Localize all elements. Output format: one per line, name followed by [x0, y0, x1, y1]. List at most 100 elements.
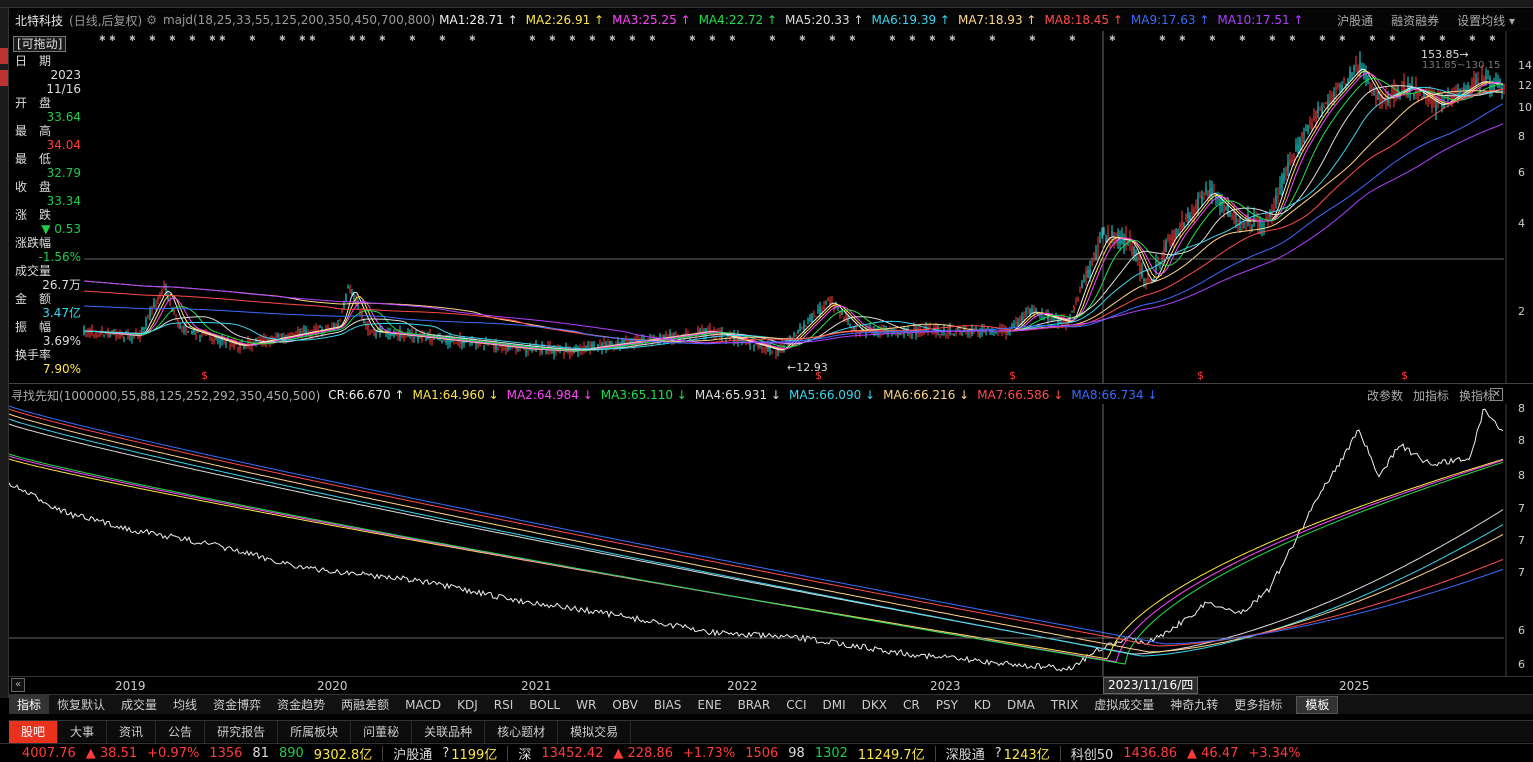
close-label: 收 盘 [15, 180, 52, 194]
volume-label: 成交量 [15, 264, 52, 278]
pane-divider[interactable] [9, 383, 1533, 384]
indicator-tab-1[interactable]: 指标 [9, 695, 50, 714]
candle-body [769, 347, 771, 351]
kc50-label[interactable]: 科创50 [1070, 747, 1114, 762]
indicator-tab-6[interactable]: 资金趋势 [277, 697, 326, 712]
indicator-tab-22[interactable]: KD [973, 697, 992, 712]
side-tab-marker[interactable] [0, 48, 8, 64]
candle-body [1155, 263, 1157, 274]
indicator-params[interactable]: majd(18,25,33,55,125,200,350,450,700,800… [162, 13, 436, 27]
indicator-tab-20[interactable]: CR [903, 697, 920, 712]
indicator-tab-23[interactable]: DMA [1007, 697, 1035, 712]
candle-body [359, 311, 361, 313]
side-tab-marker[interactable] [0, 70, 8, 86]
ma-legend-item-1: MA1:28.71 ↑ [439, 13, 518, 27]
info-tab-5[interactable]: 研究报告 [205, 720, 279, 743]
indicator-tab-24[interactable]: TRIX [1050, 697, 1079, 712]
help-icon[interactable]: ? [994, 745, 1002, 761]
indicator-tab-14[interactable]: BIAS [653, 697, 682, 712]
indicator-tab-10[interactable]: RSI [493, 697, 514, 712]
indicator-tab-16[interactable]: BRAR [737, 697, 771, 712]
indicator-action-3[interactable]: 换指标 [1458, 388, 1495, 403]
ohlc-info-panel: [可拖动] 日 期 2023 11/16 开 盘 33.64 最 高 34.04… [13, 36, 81, 376]
candle-body [907, 330, 909, 334]
candle-body [229, 345, 231, 347]
indicator-tab-18[interactable]: DMI [822, 697, 846, 712]
sgt-label[interactable]: 深股通 [945, 747, 985, 762]
indicator-action-2[interactable]: 加指标 [1412, 388, 1449, 403]
candle-body [1295, 144, 1297, 151]
candle-body [1343, 78, 1345, 82]
indicator-tab-2[interactable]: 恢复默认 [57, 697, 106, 712]
signal-star-icon: ✱ [379, 34, 386, 43]
candle-body [609, 341, 611, 346]
left-side-panel-strip[interactable] [0, 8, 9, 698]
hgt-label[interactable]: 沪股通 [393, 747, 433, 762]
drag-handle[interactable]: [可拖动] [13, 36, 67, 52]
price-chart[interactable]: ✱ ✱ ✱ ✱ ✱ ✱ ✱ ✱ ✱ ✱ ✱ ✱ ✱ ✱ ✱ ✱ ✱ ✱ ✱ ✱ ✱ ✱ ✱ ✱ ✱ ✱ ✱ ✱ ✱ ✱ ✱ ✱ ✱ ✱ ✱ ✱ ✱ ✱ ✱ ✱… [9, 31, 1533, 383]
candle-body [1161, 257, 1163, 260]
title-link-1[interactable]: 沪股通 [1337, 13, 1374, 28]
gear-icon[interactable]: ⚙ [146, 13, 157, 27]
candle-body [539, 350, 541, 352]
sz-label[interactable]: 深 [518, 747, 532, 762]
indicator-tab-7[interactable]: 两融差额 [341, 697, 390, 712]
stock-name[interactable]: 北特科技 [15, 13, 64, 28]
signal-star-icon: ✱ [989, 34, 996, 43]
indicator-tab-19[interactable]: DKX [861, 697, 887, 712]
info-tab-8[interactable]: 关联品种 [412, 720, 486, 743]
signal-star-icon: ✱ [1469, 34, 1476, 43]
candle-body [1395, 87, 1397, 100]
indicator-action-1[interactable]: 改参数 [1366, 388, 1403, 403]
indicator-chart[interactable]: 8 8 8 7 7 7 6 6 [9, 384, 1533, 676]
candle-body [1357, 67, 1359, 73]
indicator-tab-25[interactable]: 虚拟成交量 [1094, 697, 1155, 712]
candle-body [1061, 319, 1063, 325]
indicator-tab-4[interactable]: 均线 [173, 697, 198, 712]
candle-body [1059, 321, 1061, 324]
candle-body [95, 333, 97, 336]
info-tab-10[interactable]: 模拟交易 [558, 720, 632, 743]
candle-body [147, 315, 149, 317]
info-tab-4[interactable]: 公告 [156, 720, 206, 743]
indicator-tab-27[interactable]: 更多指标 [1234, 697, 1283, 712]
info-tab-3[interactable]: 资讯 [107, 720, 157, 743]
indicator-tab-12[interactable]: WR [576, 697, 597, 712]
indicator-tab-26[interactable]: 神奇九转 [1170, 697, 1219, 712]
indicator-tab-21[interactable]: PSY [935, 697, 958, 712]
info-tab-7[interactable]: 问董秘 [351, 720, 413, 743]
indicator-tab-8[interactable]: MACD [405, 697, 442, 712]
indicator-tab-9[interactable]: KDJ [457, 697, 478, 712]
indicator-tab-15[interactable]: ENE [697, 697, 722, 712]
candle-body [1455, 89, 1457, 96]
candle-body [501, 347, 503, 349]
indicator-tab-17[interactable]: CCI [786, 697, 807, 712]
title-link-2[interactable]: 融资融券 [1391, 13, 1440, 28]
info-tab-2[interactable]: 大事 [58, 720, 108, 743]
candle-body [193, 328, 195, 333]
signal-star-icon: ✱ [349, 34, 356, 43]
candle-body [1241, 223, 1243, 225]
candle-body [1069, 318, 1071, 320]
candle-body [1093, 252, 1095, 256]
indicator-tab-11[interactable]: BOLL [529, 697, 561, 712]
ma-line-2 [83, 70, 1504, 352]
sz-down-count: 1302 [814, 745, 848, 761]
sh-index[interactable]: 4007.76 [22, 745, 76, 761]
scroll-left-icon[interactable]: « [11, 678, 25, 692]
candle-body [651, 336, 653, 343]
info-tab-9[interactable]: 核心题材 [485, 720, 559, 743]
indicator-tab-13[interactable]: OBV [612, 697, 638, 712]
indicator-name[interactable]: 寻找先知(1000000,55,88,125,252,292,350,450,5… [11, 388, 321, 403]
info-tab-6[interactable]: 所属板块 [278, 720, 352, 743]
template-button[interactable]: 模板 [1296, 695, 1339, 714]
candle-body [829, 299, 831, 304]
close-icon[interactable]: ✕ [1490, 388, 1503, 401]
help-icon[interactable]: ? [442, 745, 450, 761]
indicator-tab-5[interactable]: 资金博弈 [213, 697, 262, 712]
title-link-3[interactable]: 设置均线 ▾ [1457, 13, 1515, 28]
candle-body [811, 314, 813, 321]
info-tab-1[interactable]: 股吧 [9, 720, 59, 743]
candle-body [617, 342, 619, 346]
indicator-tab-3[interactable]: 成交量 [121, 697, 158, 712]
